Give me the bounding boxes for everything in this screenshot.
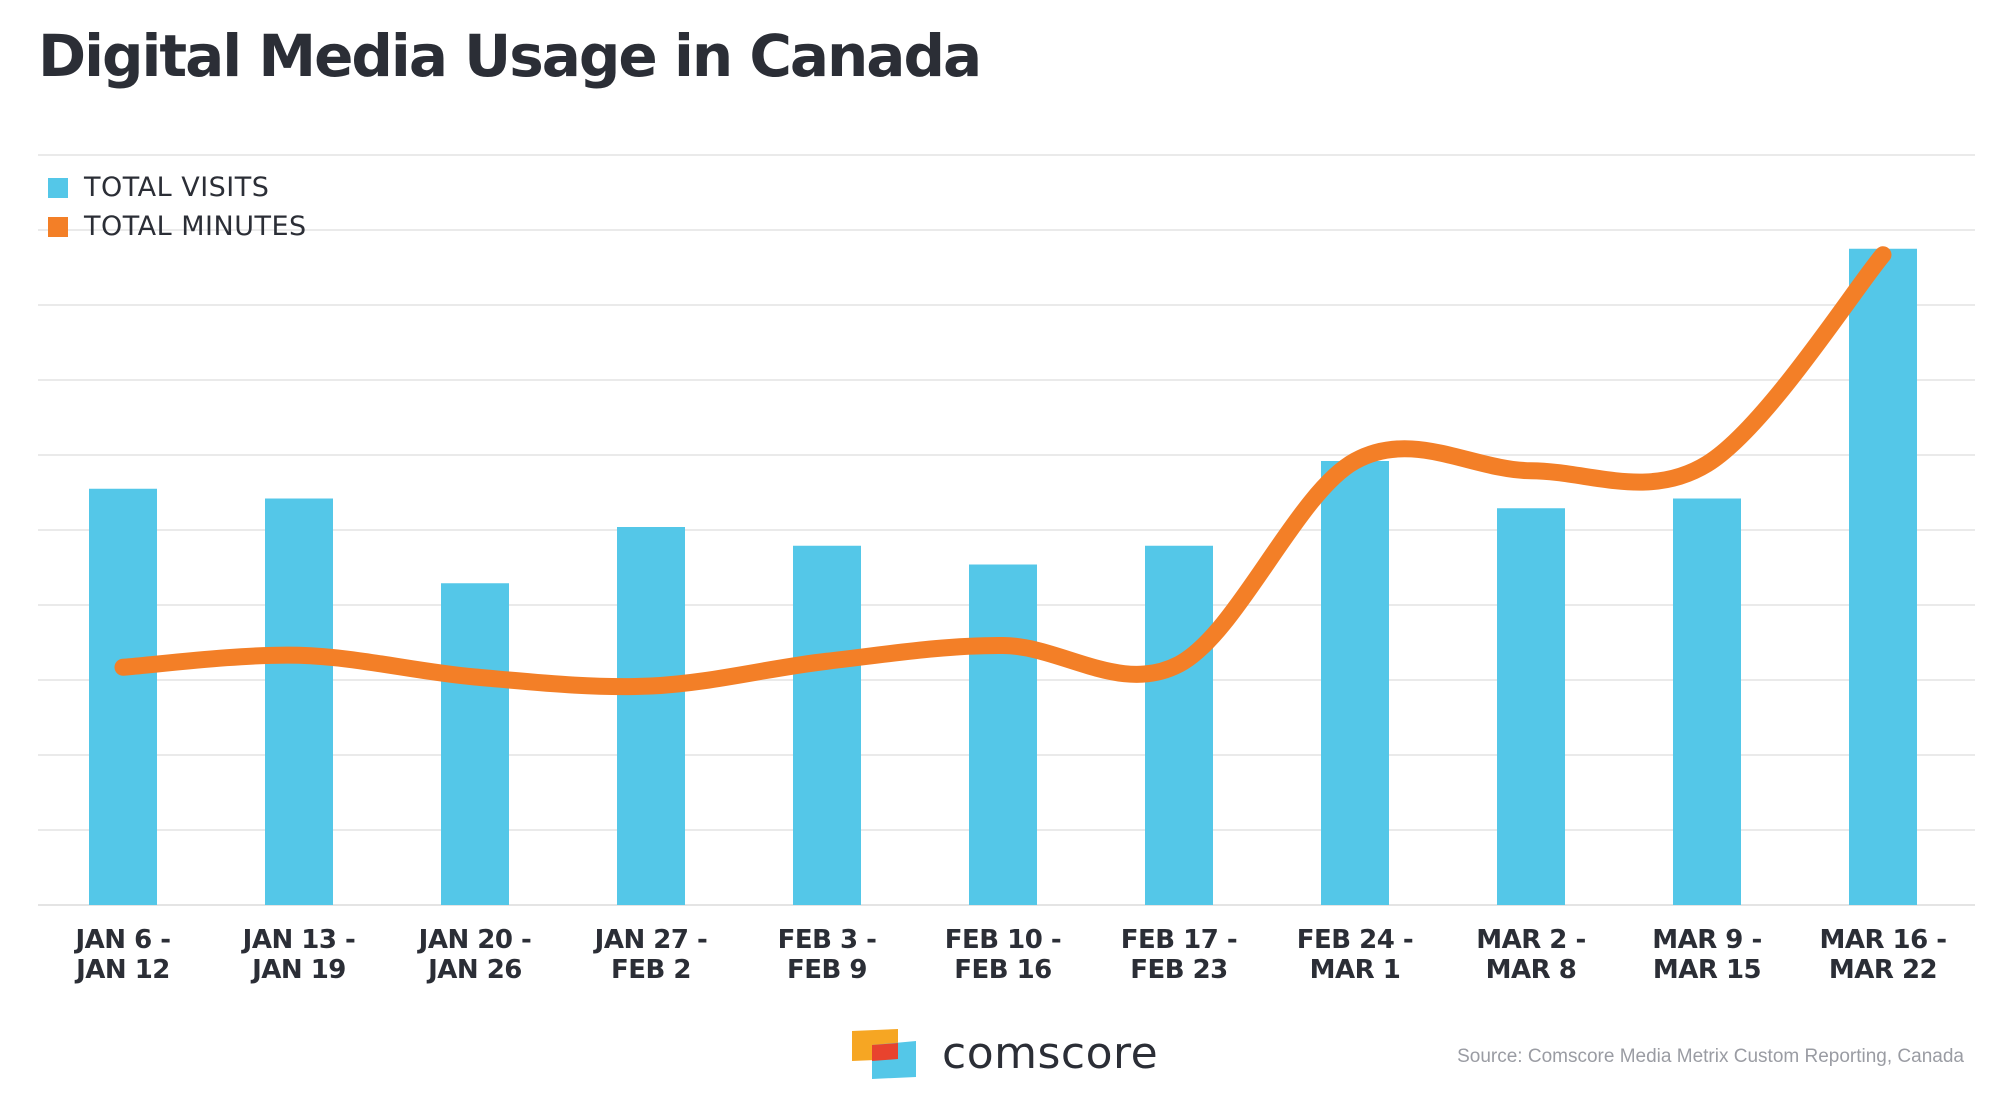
- legend-item-minutes: TOTAL MINUTES: [48, 211, 307, 242]
- visits-bar: [1497, 508, 1565, 905]
- x-tick-label: FEB 10 -FEB 16: [945, 925, 1061, 985]
- minutes-line: [114, 246, 1892, 696]
- x-tick-label: JAN 13 -JAN 19: [241, 925, 356, 985]
- x-tick-label: FEB 17 -FEB 23: [1121, 925, 1237, 985]
- visits-bar: [1849, 248, 1917, 905]
- legend-label-minutes: TOTAL MINUTES: [84, 211, 307, 242]
- legend-item-visits: TOTAL VISITS: [48, 172, 269, 203]
- visits-bar: [793, 545, 861, 905]
- chart-title: Digital Media Usage in Canada: [38, 22, 982, 90]
- x-tick-label: JAN 6 -JAN 12: [73, 925, 170, 985]
- x-tick-label: FEB 24 -MAR 1: [1297, 925, 1413, 985]
- x-tick-label: JAN 27 -FEB 2: [593, 925, 708, 985]
- comscore-logo-icon: [852, 1028, 916, 1079]
- x-tick-label: JAN 20 -JAN 26: [417, 925, 532, 985]
- legend-swatch-visits: [48, 177, 68, 198]
- minutes-line-group: [114, 246, 1892, 696]
- comscore-logo: comscore: [852, 1028, 1158, 1079]
- visits-bar: [1145, 545, 1213, 905]
- visits-bars: [89, 248, 1917, 905]
- visits-bar: [617, 527, 685, 905]
- visits-bar: [1321, 461, 1389, 905]
- x-tick-label: FEB 3 -FEB 9: [778, 925, 877, 985]
- logo-wordmark: comscore: [942, 1028, 1159, 1079]
- visits-bar: [89, 488, 157, 905]
- x-tick-label: MAR 9 -MAR 15: [1652, 925, 1762, 985]
- visits-bar: [969, 564, 1037, 905]
- legend-swatch-minutes: [48, 216, 68, 237]
- visits-bar: [1673, 498, 1741, 905]
- legend-label-visits: TOTAL VISITS: [84, 172, 270, 203]
- source-note: Source: Comscore Media Metrix Custom Rep…: [1457, 1046, 1964, 1067]
- visits-bar: [265, 498, 333, 905]
- x-tick-label: MAR 16 -MAR 22: [1819, 925, 1946, 985]
- visits-bar: [441, 583, 509, 905]
- x-axis-labels: JAN 6 -JAN 12 JAN 13 -JAN 19 JAN 20 -JAN 2…: [73, 925, 1947, 985]
- x-tick-label: MAR 2 -MAR 8: [1476, 925, 1586, 985]
